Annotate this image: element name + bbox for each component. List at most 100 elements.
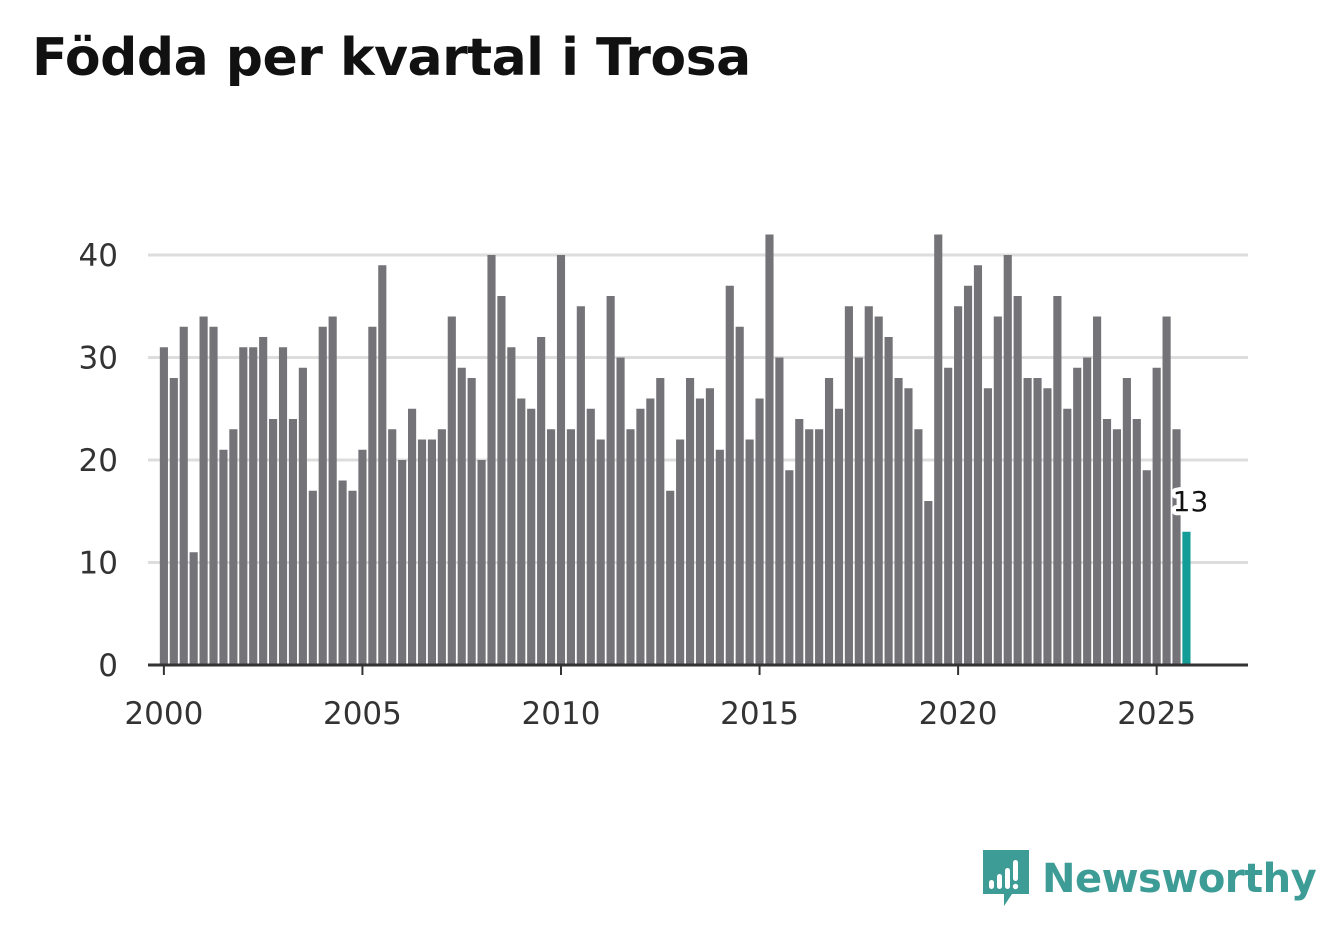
bar [298, 367, 307, 665]
bar [278, 347, 288, 665]
bar [408, 408, 417, 665]
bar [785, 470, 794, 665]
bar [338, 480, 347, 665]
bar [616, 357, 625, 665]
bar [735, 326, 744, 665]
chart-title: Födda per kvartal i Trosa [32, 28, 751, 88]
bar [676, 439, 685, 665]
bar [219, 449, 228, 665]
bar [765, 234, 774, 665]
bar [745, 439, 754, 665]
bar [1033, 378, 1042, 665]
bar [487, 255, 496, 665]
bar [646, 398, 655, 665]
axes: 0 10 20 30 40 2000 2005 2010 2015 2020 2025 [79, 238, 1248, 732]
bar [1122, 378, 1131, 665]
bar [269, 419, 278, 665]
bar [1013, 296, 1022, 665]
bar [1063, 408, 1072, 665]
bar [1003, 255, 1012, 665]
bar [467, 378, 476, 665]
bar [417, 439, 427, 665]
bar [626, 429, 635, 665]
bar [973, 265, 983, 665]
bar [179, 326, 188, 665]
bar [924, 501, 933, 665]
bar [447, 316, 456, 665]
bar [388, 429, 397, 665]
bar [1093, 316, 1102, 665]
y-tick-label-10: 10 [79, 546, 118, 582]
bars [159, 234, 1191, 665]
bar [249, 347, 258, 665]
bar [427, 439, 437, 665]
bar [1132, 419, 1141, 665]
newsworthy-logo[interactable]: Newsworthy [980, 848, 1317, 910]
bar [566, 429, 575, 665]
bar [368, 326, 377, 665]
bar [715, 449, 724, 665]
bar [934, 234, 943, 665]
y-tick-label-30: 30 [79, 341, 118, 377]
bar [725, 285, 734, 665]
bar [586, 408, 595, 665]
bar [328, 316, 337, 665]
bar [944, 367, 953, 665]
x-tick-label-2025: 2025 [1117, 696, 1196, 732]
bar [844, 306, 853, 665]
bar [348, 490, 357, 665]
bar [993, 316, 1002, 665]
bar [527, 408, 536, 665]
bar [695, 398, 705, 665]
bar [755, 398, 764, 665]
bar [914, 429, 923, 665]
bar [1112, 429, 1122, 665]
brand-name: Newsworthy [1042, 856, 1317, 902]
x-tick-label-2015: 2015 [720, 696, 799, 732]
bar [834, 408, 844, 665]
newsworthy-logo-icon [983, 850, 1029, 906]
bar [308, 490, 317, 665]
bar [1142, 470, 1151, 665]
bar [963, 285, 973, 665]
y-tick-label-0: 0 [98, 648, 118, 684]
bar [854, 357, 863, 665]
x-tick-label-2020: 2020 [919, 696, 998, 732]
x-tick-label-2010: 2010 [522, 696, 601, 732]
bar [259, 337, 268, 665]
bar [1043, 388, 1052, 665]
bar [904, 388, 913, 665]
y-tick-label-40: 40 [79, 238, 118, 274]
bar [1023, 378, 1032, 665]
bar [596, 439, 605, 665]
y-tick-label-20: 20 [79, 443, 118, 479]
bar [805, 429, 814, 665]
bar [537, 337, 546, 665]
bar [656, 378, 665, 665]
bar [189, 552, 198, 665]
bar [556, 255, 566, 665]
bar [358, 449, 367, 665]
bar [775, 357, 784, 665]
bar [815, 429, 824, 665]
bar [507, 347, 516, 665]
bar [437, 429, 446, 665]
bar [795, 419, 804, 665]
data-labels: 13 [1169, 481, 1213, 522]
bar [576, 306, 585, 665]
bar [517, 398, 526, 665]
bar [209, 326, 218, 665]
bar [1073, 367, 1082, 665]
bar [288, 419, 298, 665]
bar [1172, 429, 1181, 665]
x-tick-label-2005: 2005 [323, 696, 402, 732]
bar [398, 460, 407, 665]
bar [1162, 316, 1171, 665]
bar [199, 316, 208, 665]
bar [546, 429, 556, 665]
x-tick-label-2000: 2000 [124, 696, 203, 732]
bar [874, 316, 883, 665]
bar [239, 347, 248, 665]
bar [824, 378, 834, 665]
